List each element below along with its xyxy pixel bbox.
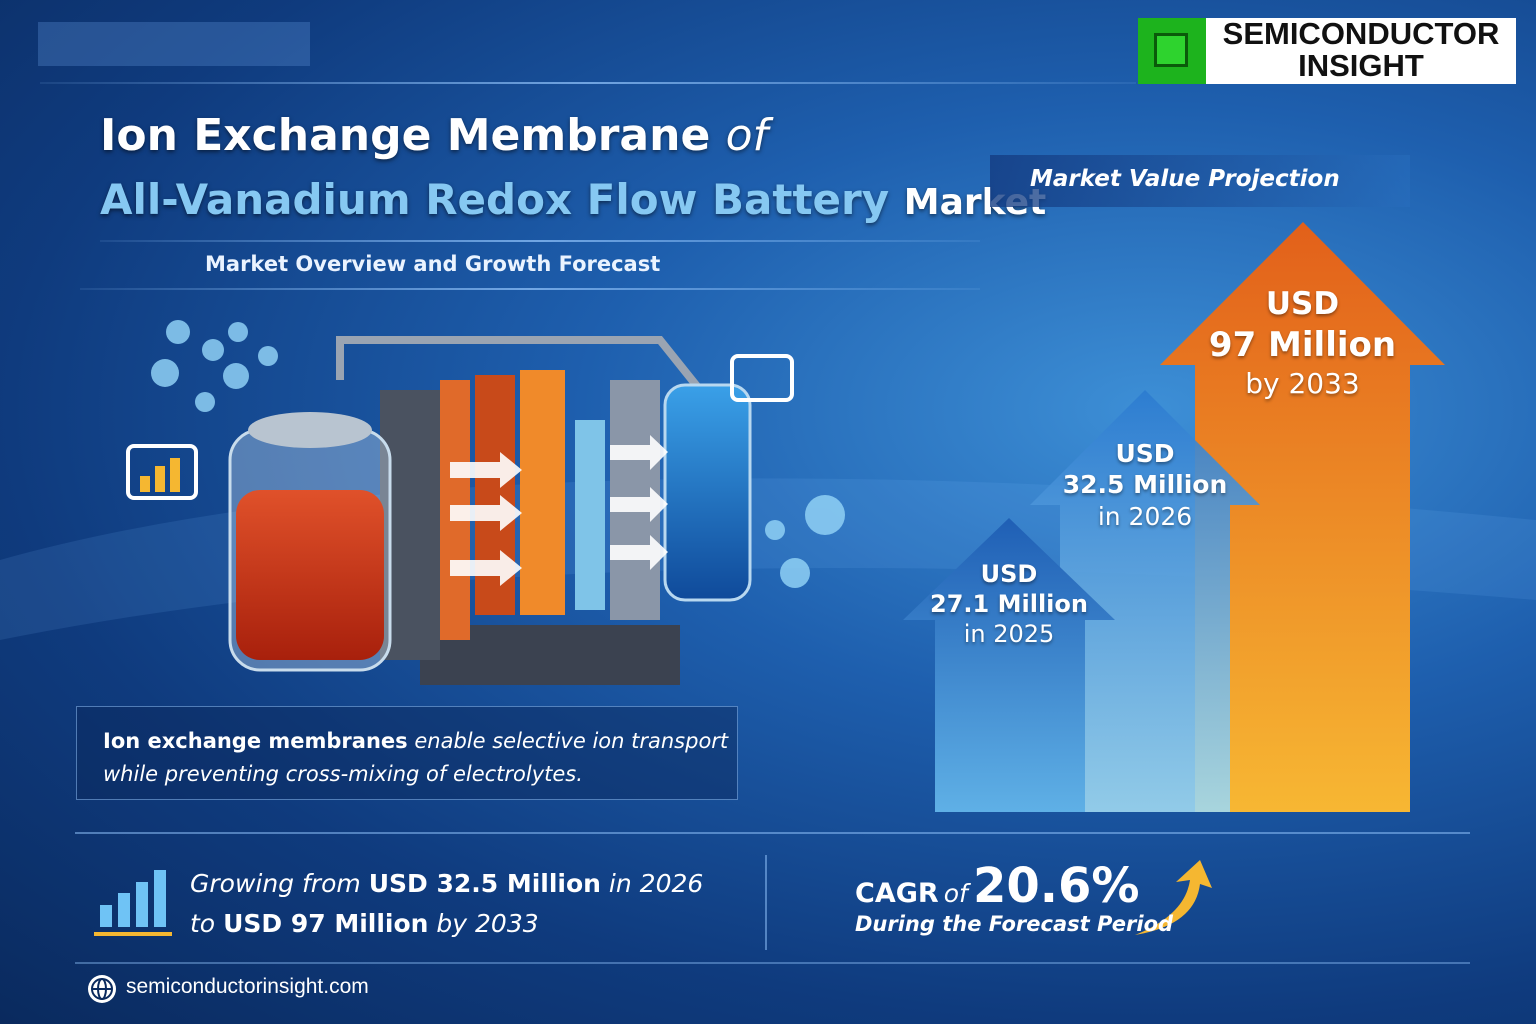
blue-tank — [663, 383, 752, 602]
growth-summary: Growing from USD 32.5 Million in 2026 to… — [190, 864, 703, 944]
molecules — [151, 320, 845, 588]
website: semiconductorinsight.com — [126, 975, 369, 998]
label-currency: USD — [1115, 439, 1175, 468]
label-amount: 32.5 Million — [1062, 470, 1228, 500]
divider — [40, 82, 1136, 84]
label-year: by 2033 — [1245, 367, 1360, 401]
cagr-of: of — [943, 879, 968, 908]
growth-icon — [94, 870, 172, 936]
value-label: USD 32.5 Million in 2026 — [1045, 438, 1245, 532]
value-label: USD 97 Million by 2033 — [1195, 285, 1410, 401]
title: Ion Exchange Membrane of — [100, 110, 768, 161]
description-text: enable selective ion transport — [414, 729, 729, 753]
arrow-2025 — [903, 518, 1115, 812]
globe-icon — [88, 975, 116, 1003]
description: Ion exchange membranes enable selective … — [76, 706, 738, 800]
description-text: while preventing cross-mixing of electro… — [103, 762, 583, 786]
growth-text: to — [190, 909, 216, 938]
red-electrolyte — [236, 490, 384, 660]
label-year: in 2025 — [963, 620, 1055, 648]
title-text: All-Vanadium Redox Flow Battery — [100, 175, 890, 224]
divider — [75, 962, 1470, 964]
tank-cap — [248, 412, 372, 448]
logo-text: INSIGHT — [1298, 48, 1424, 83]
logo: SEMICONDUCTOR INSIGHT — [1138, 18, 1516, 84]
title-text: Ion Exchange Membrane — [100, 110, 711, 161]
label-year: in 2026 — [1097, 501, 1193, 531]
label-amount: 97 Million — [1208, 324, 1397, 365]
membrane — [520, 370, 565, 615]
projection-heading: Market Value Projection — [1030, 166, 1340, 192]
growth-text: USD 32.5 Million — [368, 869, 601, 898]
arrow-2026 — [1030, 390, 1260, 812]
logo-text: SEMICONDUCTOR — [1222, 16, 1500, 51]
growth-text: in 2026 — [608, 869, 704, 898]
divider — [100, 240, 980, 242]
divider — [75, 832, 1470, 834]
title-text: of — [725, 110, 769, 161]
value-label: USD 27.1 Million in 2025 — [909, 559, 1109, 649]
divider — [80, 288, 980, 290]
cagr-period: During the Forecast Period — [855, 912, 1174, 936]
divider — [765, 855, 767, 950]
logo-icon — [1138, 18, 1206, 84]
growth-text: Growing from — [190, 869, 361, 898]
label-currency: USD — [980, 560, 1038, 588]
label-currency: USD — [1265, 286, 1340, 322]
description-text: Ion exchange membranes — [103, 729, 408, 753]
arrow-2033 — [1160, 222, 1445, 812]
cagr-arrow — [1135, 860, 1212, 935]
growth-text: USD 97 Million — [223, 909, 429, 938]
projection-band — [990, 155, 1410, 207]
title: All-Vanadium Redox Flow Battery Market — [100, 175, 1046, 224]
flow-arrows — [450, 435, 668, 586]
label-amount: 27.1 Million — [930, 590, 1088, 618]
cagr-label: CAGR — [855, 878, 939, 909]
membrane — [575, 420, 605, 610]
cagr: CAGR of 20.6% During the Forecast Period — [855, 858, 1173, 936]
battery-icon — [126, 354, 794, 500]
cagr-value: 20.6% — [972, 858, 1140, 914]
growth-text: by 2033 — [436, 909, 539, 938]
pipe — [336, 336, 704, 393]
blurred-header — [38, 22, 310, 66]
plate — [475, 375, 515, 615]
subtitle: Market Overview and Growth Forecast — [205, 252, 661, 276]
